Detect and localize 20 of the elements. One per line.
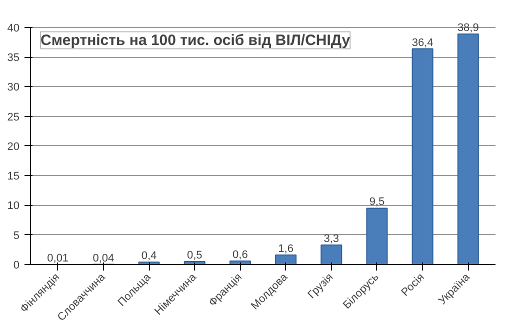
data-label: 0,6 — [232, 248, 248, 261]
data-label: 9,5 — [369, 196, 385, 208]
y-tick-label: 30 — [7, 82, 20, 94]
y-tick-label: 20 — [7, 140, 20, 153]
y-tick-label: 35 — [7, 52, 20, 64]
data-label: 38,9 — [457, 22, 479, 34]
y-tick-label: 10 — [7, 200, 20, 212]
y-tick-label: 15 — [7, 170, 20, 183]
data-label: 3,3 — [324, 232, 340, 245]
y-tick-label: 0 — [13, 260, 20, 272]
y-tick-label: 5 — [13, 230, 20, 242]
data-label: 0,04 — [92, 252, 114, 264]
y-tick-label: 40 — [7, 22, 20, 34]
data-label: 0,4 — [141, 250, 157, 262]
chart-title: Смертність на 100 тис. осіб від ВІЛ/СНІДу — [40, 32, 351, 49]
y-tick-label: 25 — [7, 111, 20, 124]
data-label: 0,01 — [47, 252, 69, 264]
data-label: 36,4 — [412, 36, 434, 49]
data-label: 0,5 — [186, 250, 202, 262]
data-label: 1,6 — [278, 243, 294, 256]
